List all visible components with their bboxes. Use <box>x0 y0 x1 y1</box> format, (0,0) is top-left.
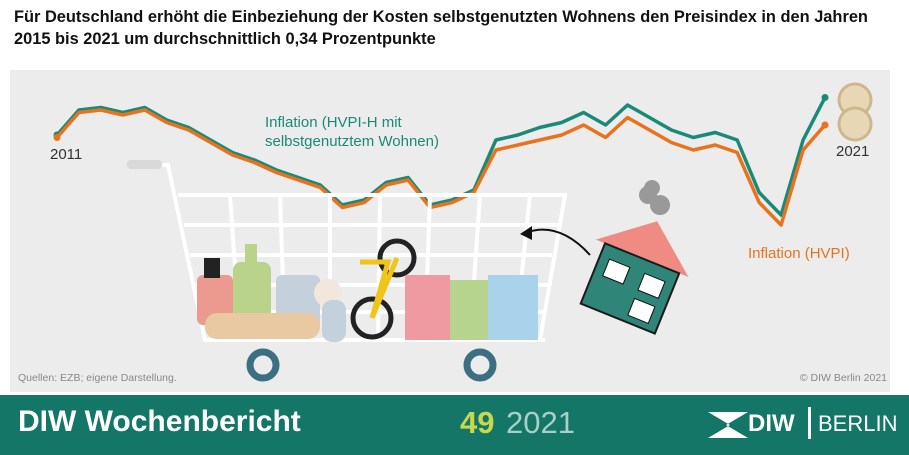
line <box>55 96 827 217</box>
logo-left: DIW <box>748 410 795 437</box>
publication: DIW Wochenbericht <box>18 405 301 439</box>
x-tick-label: 2021 <box>836 143 870 160</box>
logo-divider <box>808 407 811 439</box>
cart-handle <box>127 160 162 169</box>
house <box>579 221 689 335</box>
end-point <box>821 121 829 129</box>
groceries <box>197 238 538 342</box>
cart-wheel <box>463 348 497 382</box>
arrow <box>527 228 591 256</box>
arrow-head <box>520 226 532 240</box>
line <box>55 108 827 227</box>
coins <box>837 82 873 142</box>
copyright: © DIW Berlin 2021 <box>799 372 887 384</box>
smoke <box>639 180 670 215</box>
publication-brand: DIW Wochenbericht <box>18 405 301 438</box>
legend-label: Inflation (HVPI) <box>748 245 850 262</box>
legend-label: Inflation (HVPI-H mit selbstgenutztem Wo… <box>265 114 439 150</box>
logo-mark <box>708 412 748 438</box>
footer: DIW Wochenbericht 49 2021 DIW BERLIN <box>0 395 909 455</box>
issue: 49 <box>460 405 495 440</box>
end-point <box>53 134 61 141</box>
cart-wheel <box>246 348 280 382</box>
logo-right: BERLIN <box>818 411 898 436</box>
x-tick-label: 2011 <box>50 146 83 163</box>
chart-title: Für Deutschland erhöht die Einbeziehung … <box>14 8 868 48</box>
year: 2021 <box>506 405 575 440</box>
source: Quellen: EZB; eigene Darstellung. <box>18 372 177 384</box>
end-point <box>821 94 829 101</box>
